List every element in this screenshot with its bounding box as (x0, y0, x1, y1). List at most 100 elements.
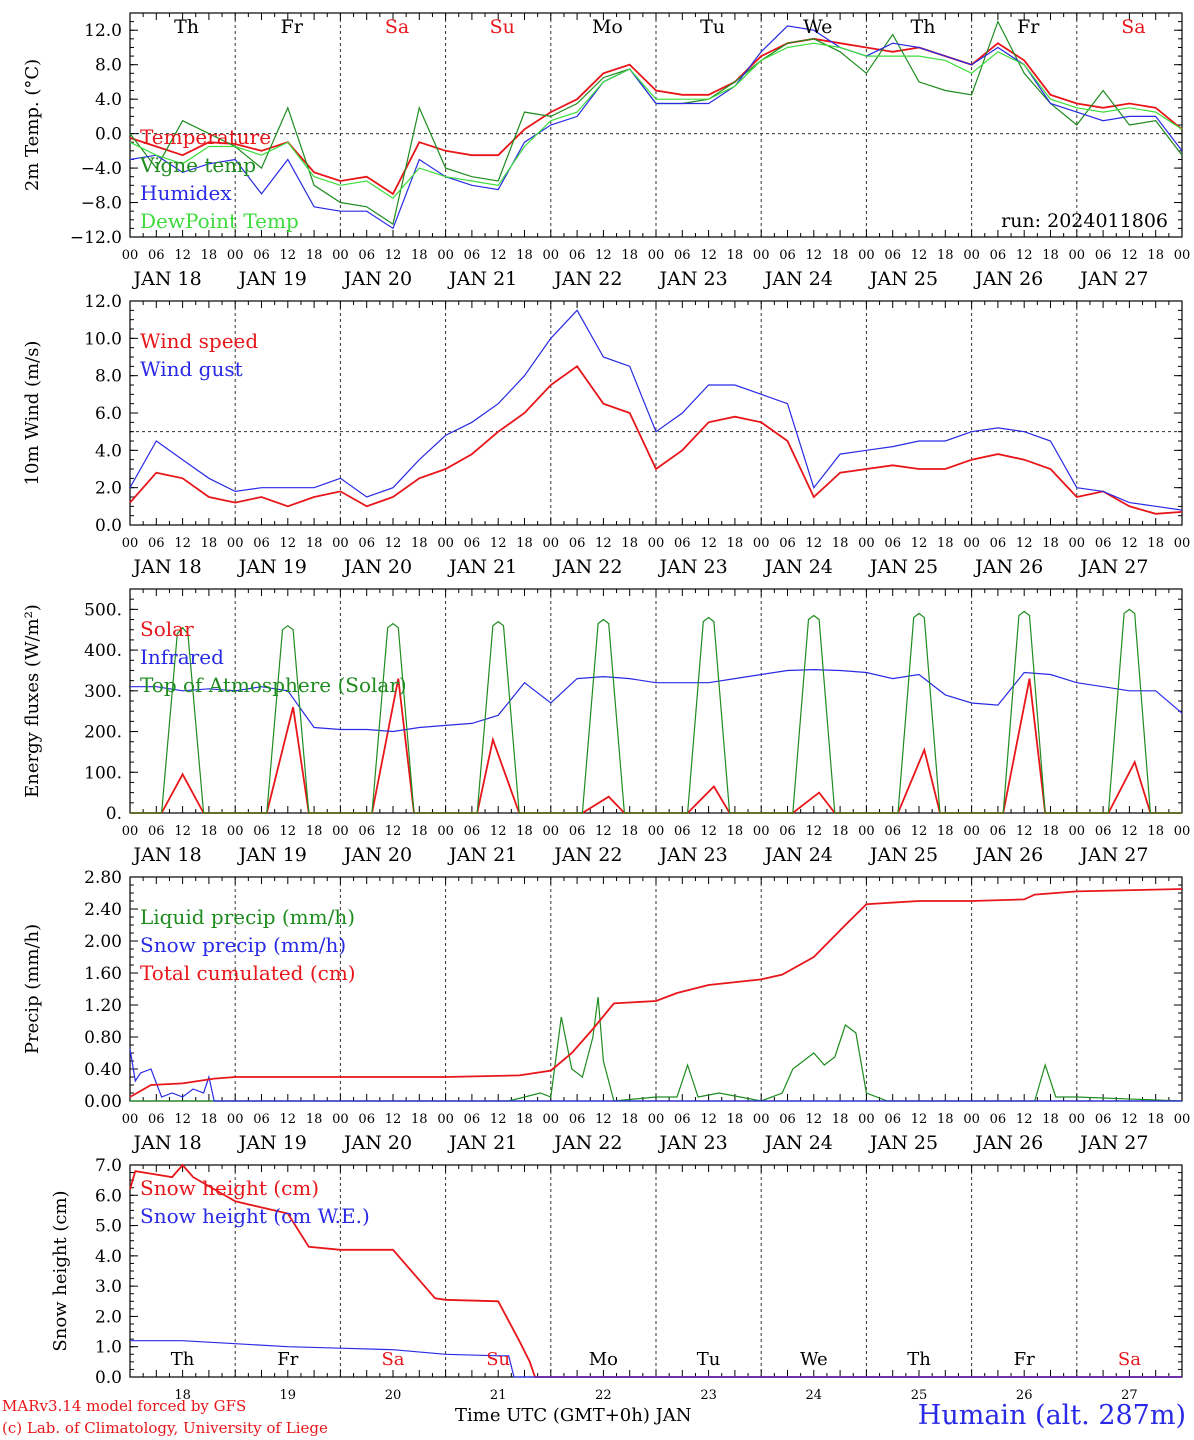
x-hour-label: 00 (1069, 536, 1086, 551)
day-abbr: Mo (589, 1349, 618, 1370)
x-hour-label: 00 (543, 824, 560, 839)
x-hour-label: 00 (332, 824, 349, 839)
x-day-number: 22 (595, 1388, 612, 1403)
y-tick-label: 10.0 (84, 329, 122, 349)
y-tick-label: 7.0 (95, 1156, 122, 1176)
x-hour-label: 00 (753, 1112, 770, 1127)
x-hour-label: 06 (1095, 824, 1112, 839)
x-hour-label: 06 (569, 536, 586, 551)
day-abbr: We (803, 16, 832, 38)
x-date-label: JAN 20 (342, 1132, 412, 1154)
legend-entry: Vigne temp (139, 153, 256, 177)
x-hour-label: 06 (253, 536, 270, 551)
y-tick-label: 3.0 (95, 1277, 122, 1297)
x-date-label: JAN 18 (132, 268, 202, 290)
y-tick-label: 4.0 (95, 90, 122, 110)
x-axis-title: Time UTC (GMT+0h) JAN (455, 1405, 692, 1426)
series-line (129, 1048, 1182, 1102)
y-tick-label: 5.0 (95, 1217, 122, 1237)
x-hour-label: 00 (1069, 1112, 1086, 1127)
x-date-label: JAN 19 (237, 844, 307, 866)
x-hour-label: 06 (148, 536, 165, 551)
x-hour-label: 18 (306, 824, 323, 839)
x-date-label: JAN 26 (973, 1132, 1043, 1154)
x-hour-label: 12 (280, 824, 297, 839)
x-hour-label: 18 (727, 1112, 744, 1127)
y-tick-label: 0.40 (84, 1060, 122, 1080)
x-hour-label: 18 (306, 248, 323, 263)
x-date-label: JAN 26 (973, 556, 1043, 578)
x-hour-label: 12 (385, 248, 402, 263)
day-abbr: Th (174, 16, 199, 38)
legend-entry: Liquid precip (mm/h) (140, 905, 355, 929)
x-hour-label: 00 (437, 1112, 454, 1127)
x-date-label: JAN 27 (1078, 268, 1148, 290)
y-tick-label: −8.0 (81, 194, 122, 214)
x-hour-label: 12 (911, 536, 928, 551)
x-hour-label: 06 (148, 1112, 165, 1127)
x-hour-label: 06 (779, 1112, 796, 1127)
x-hour-label: 18 (1042, 536, 1059, 551)
panel-2 (129, 300, 1183, 526)
x-date-label: JAN 25 (868, 556, 938, 578)
x-date-label: JAN 20 (342, 268, 412, 290)
x-hour-label: 18 (832, 536, 849, 551)
run-label: run: 2024011806 (1001, 210, 1168, 232)
x-hour-label: 12 (911, 1112, 928, 1127)
x-hour-label: 18 (516, 1112, 533, 1127)
x-hour-label: 18 (411, 536, 428, 551)
day-abbr: Fr (277, 1349, 298, 1370)
day-abbr: Tu (700, 16, 725, 38)
x-hour-label: 12 (280, 248, 297, 263)
x-hour-label: 00 (858, 536, 875, 551)
day-abbr: Fr (1017, 16, 1040, 38)
day-abbr: Fr (1014, 1349, 1035, 1370)
x-hour-label: 00 (543, 248, 560, 263)
legend-entry: DewPoint Temp (140, 209, 299, 233)
x-hour-label: 18 (1042, 248, 1059, 263)
y-tick-label: 300. (84, 682, 122, 702)
y-tick-label: 500. (84, 600, 122, 620)
x-hour-label: 06 (1095, 536, 1112, 551)
x-hour-label: 12 (490, 248, 507, 263)
x-hour-label: 00 (858, 248, 875, 263)
x-hour-label: 00 (753, 536, 770, 551)
x-hour-label: 06 (779, 248, 796, 263)
station-name: Humain (alt. 287m) (917, 1400, 1186, 1431)
day-abbr: Sa (381, 1349, 404, 1370)
x-hour-label: 12 (1121, 248, 1138, 263)
x-date-label: JAN 23 (658, 1132, 728, 1154)
x-hour-label: 18 (832, 248, 849, 263)
series-line (130, 1340, 1182, 1378)
x-hour-label: 18 (201, 824, 218, 839)
y-axis-label: Precip (mm/h) (22, 924, 43, 1054)
y-tick-label: −12.0 (70, 228, 122, 248)
x-date-label: JAN 22 (552, 844, 622, 866)
y-tick-label: 4.0 (95, 441, 122, 461)
x-date-label: JAN 19 (237, 1132, 307, 1154)
day-abbr: Th (171, 1349, 195, 1370)
day-abbr: Tu (697, 1349, 721, 1370)
y-tick-label: 0.0 (95, 516, 122, 536)
x-date-label: JAN 25 (868, 1132, 938, 1154)
x-hour-label: 12 (700, 248, 717, 263)
panel-1 (129, 12, 1183, 238)
x-hour-label: 18 (411, 248, 428, 263)
x-date-label: JAN 27 (1078, 1132, 1148, 1154)
x-hour-label: 00 (227, 824, 244, 839)
y-tick-label: 6.0 (95, 404, 122, 424)
x-hour-label: 06 (569, 1112, 586, 1127)
day-abbr: Sa (1118, 1349, 1141, 1370)
y-tick-label: 2.0 (95, 479, 122, 499)
x-date-label: JAN 19 (237, 268, 307, 290)
x-hour-label: 18 (727, 248, 744, 263)
day-abbr: Su (486, 1349, 510, 1370)
series-line (130, 996, 1183, 1102)
y-tick-label: 0.80 (84, 1028, 122, 1048)
x-hour-label: 12 (595, 536, 612, 551)
legend-entry: Snow precip (mm/h) (140, 933, 346, 957)
x-hour-label: 12 (385, 1112, 402, 1127)
x-hour-label: 06 (674, 536, 691, 551)
x-hour-label: 12 (490, 1112, 507, 1127)
x-hour-label: 12 (174, 536, 191, 551)
